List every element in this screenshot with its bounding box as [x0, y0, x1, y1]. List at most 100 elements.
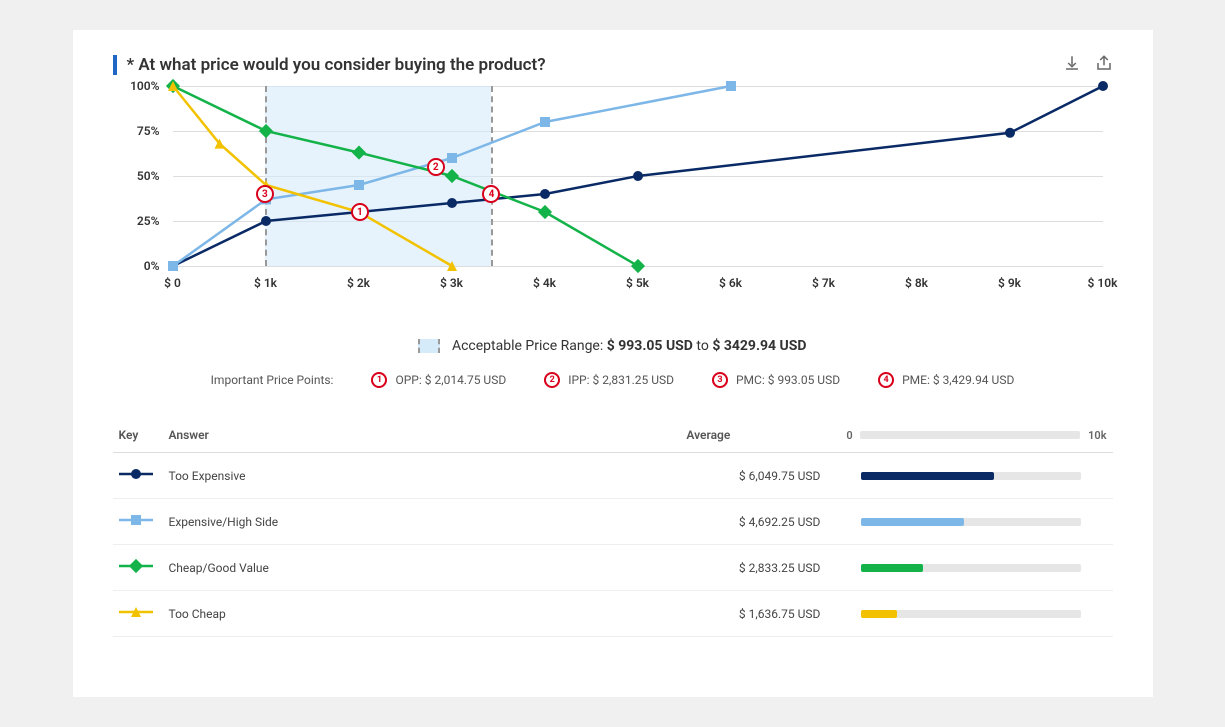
legend-key-swatch: [119, 467, 153, 481]
legend-key-swatch: [119, 559, 153, 573]
legend-answer: Too Cheap: [163, 591, 681, 637]
range-join: to: [696, 338, 708, 354]
x-tick-label: $ 8k: [905, 276, 928, 290]
bar-max-label: 10k: [1088, 429, 1106, 442]
series-marker-too_expensive: [1005, 128, 1015, 138]
th-bar: 0 10k: [840, 418, 1112, 453]
legend-key-cell: [113, 545, 163, 591]
chart-area: 0%25%50%75%100% 1234 $ 0$ 1k$ 2k$ 3k$ 4k…: [113, 86, 1113, 316]
x-tick-label: $ 0: [164, 276, 181, 290]
series-marker-expensive_high: [168, 261, 178, 271]
series-marker-expensive_high: [447, 153, 457, 163]
price-point-marker-1: 1: [351, 203, 369, 221]
series-marker-cheap_good: [351, 146, 365, 160]
bar-min-label: 0: [846, 429, 852, 442]
th-key: Key: [113, 418, 163, 453]
series-marker-cheap_good: [444, 169, 458, 183]
legend-key-cell: [113, 453, 163, 499]
legend-average: $ 4,692.25 USD: [680, 499, 840, 545]
x-tick-label: $ 2k: [347, 276, 370, 290]
series-marker-expensive_high: [726, 81, 736, 91]
legend-bar-fill: [861, 564, 923, 572]
legend-average: $ 2,833.25 USD: [680, 545, 840, 591]
price-point-badge: 4: [878, 372, 894, 388]
series-marker-expensive_high: [354, 180, 364, 190]
x-tick-label: $ 10k: [1088, 276, 1118, 290]
y-tick-label: 50%: [137, 169, 160, 183]
legend-bar-track: [861, 610, 1081, 618]
x-tick-label: $ 9k: [998, 276, 1021, 290]
bar-header-track: [860, 431, 1080, 439]
legend-bar-cell: 0 10k: [840, 545, 1112, 591]
y-tick-label: 25%: [137, 214, 160, 228]
price-point-text: IPP: $ 2,831.25 USD: [568, 373, 674, 387]
legend-row: Expensive/High Side $ 4,692.25 USD 0 10k: [113, 499, 1113, 545]
series-marker-too_expensive: [261, 216, 271, 226]
question-title: * At what price would you consider buyin…: [113, 55, 546, 75]
legend-average: $ 6,049.75 USD: [680, 453, 840, 499]
th-average: Average: [680, 418, 840, 453]
share-icon[interactable]: [1095, 54, 1113, 76]
acceptable-range-legend: Acceptable Price Range: $ 993.05 USD to …: [113, 338, 1113, 354]
legend-bar-cell: 0 10k: [840, 499, 1112, 545]
price-points-label: Important Price Points:: [211, 373, 334, 387]
series-line-too_cheap: [173, 86, 452, 266]
download-icon[interactable]: [1063, 54, 1081, 76]
price-point-text: PMC: $ 993.05 USD: [736, 373, 840, 387]
chart-plot: 1 2 3 4: [173, 86, 1103, 266]
legend-bar-fill: [861, 472, 994, 480]
price-points-row: Important Price Points: 1OPP: $ 2,014.75…: [113, 372, 1113, 388]
report-card: * At what price would you consider buyin…: [73, 30, 1153, 697]
y-tick-label: 75%: [137, 124, 160, 138]
th-answer: Answer: [163, 418, 681, 453]
legend-bar-fill: [861, 518, 964, 526]
price-point-item-3: 3 PMC: $ 993.05 USD: [712, 372, 840, 388]
x-tick-label: $ 4k: [533, 276, 556, 290]
series-marker-cheap_good: [630, 259, 644, 273]
legend-row: Too Cheap $ 1,636.75 USD 0 10k: [113, 591, 1113, 637]
price-point-item-4: 4 PME: $ 3,429.94 USD: [878, 372, 1014, 388]
series-marker-expensive_high: [540, 117, 550, 127]
range-prefix: Acceptable Price Range:: [452, 338, 603, 354]
x-tick-label: $ 7k: [812, 276, 835, 290]
legend-bar-cell: 0 10k: [840, 453, 1112, 499]
x-tick-label: $ 5k: [626, 276, 649, 290]
y-tick-label: 0%: [144, 259, 160, 273]
legend-bar-cell: 0 10k: [840, 591, 1112, 637]
chart-lines: [173, 86, 1103, 266]
x-tick-label: $ 6k: [719, 276, 742, 290]
legend-key-swatch: [119, 513, 153, 527]
price-point-badge: 1: [371, 372, 387, 388]
title-actions: [1063, 54, 1113, 76]
price-point-marker-3: 3: [256, 185, 274, 203]
legend-bar-track: [861, 472, 1081, 480]
range-max: $ 3429.94 USD: [712, 338, 806, 354]
legend-row: Cheap/Good Value $ 2,833.25 USD 0 10k: [113, 545, 1113, 591]
price-point-marker-2: 2: [427, 158, 445, 176]
legend-bar-fill: [861, 610, 897, 618]
x-tick-label: $ 1k: [254, 276, 277, 290]
legend-table: Key Answer Average 0 10k Too Expensive $: [113, 418, 1113, 637]
series-marker-too_expensive: [447, 198, 457, 208]
legend-answer: Cheap/Good Value: [163, 545, 681, 591]
price-point-badge: 2: [544, 372, 560, 388]
legend-key-cell: [113, 591, 163, 637]
y-tick-label: 100%: [130, 79, 159, 93]
price-point-item-2: 2 IPP: $ 2,831.25 USD: [544, 372, 674, 388]
price-point-marker-4: 4: [482, 185, 500, 203]
legend-bar-track: [861, 564, 1081, 572]
legend-answer: Expensive/High Side: [163, 499, 681, 545]
series-marker-too_expensive: [1098, 81, 1108, 91]
price-point-text: PME: $ 3,429.94 USD: [902, 373, 1014, 387]
series-marker-cheap_good: [537, 205, 551, 219]
legend-average: $ 1,636.75 USD: [680, 591, 840, 637]
title-row: * At what price would you consider buyin…: [113, 54, 1113, 76]
legend-answer: Too Expensive: [163, 453, 681, 499]
series-marker-too_expensive: [633, 171, 643, 181]
price-point-badge: 3: [712, 372, 728, 388]
series-marker-cheap_good: [258, 124, 272, 138]
series-marker-too_expensive: [540, 189, 550, 199]
range-swatch: [418, 339, 440, 353]
range-min: $ 993.05 USD: [607, 338, 693, 354]
legend-bar-track: [861, 518, 1081, 526]
